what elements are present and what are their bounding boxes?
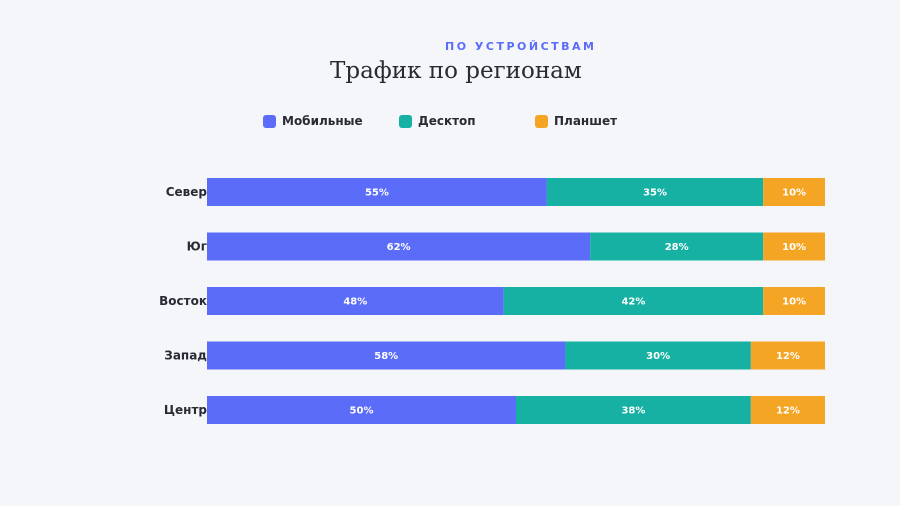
bar-value-label: 42% (621, 297, 645, 308)
legend-item-tablet[interactable]: Планшет (535, 113, 617, 129)
chart-title: Трафик по регионам (330, 58, 582, 84)
bar-value-label: 28% (665, 242, 689, 253)
bar-segment[interactable] (516, 396, 751, 424)
bar-value-label: 12% (776, 351, 800, 362)
legend-swatch-desktop (399, 114, 412, 128)
bar-segment[interactable] (546, 178, 764, 206)
bar-segment[interactable] (590, 232, 764, 261)
bar-value-label: 10% (782, 188, 806, 199)
category-label: Запад (164, 349, 207, 363)
legend-label-tablet: Планшет (554, 114, 618, 128)
bar-value-label: 62% (387, 242, 411, 253)
legend-item-mobile[interactable]: Мобильные (263, 113, 363, 129)
bar-segment[interactable] (503, 287, 764, 315)
bar-segment[interactable] (207, 232, 591, 261)
legend-label-mobile: Мобильные (282, 114, 363, 128)
bar-segment[interactable] (750, 396, 825, 424)
bar-value-label: 58% (374, 351, 398, 362)
category-label: Север (166, 185, 208, 199)
bar-segment[interactable] (207, 178, 547, 206)
legend-label-desktop: Десктоп (418, 114, 476, 128)
bar-segment[interactable] (207, 396, 516, 424)
bar-value-label: 10% (782, 297, 806, 308)
bar-value-label: 12% (776, 406, 800, 417)
bar-segment[interactable] (763, 178, 825, 206)
bar-value-label: 10% (782, 242, 806, 253)
legend-swatch-mobile (263, 114, 276, 128)
bar-value-label: 35% (643, 188, 667, 199)
category-label: Восток (159, 294, 207, 308)
bar-segment[interactable] (207, 287, 504, 315)
bar-segment[interactable] (207, 341, 566, 370)
bar-segment[interactable] (763, 287, 825, 315)
bar-segment[interactable] (565, 341, 751, 370)
category-label: Юг (187, 240, 207, 254)
category-label: Центр (164, 403, 208, 417)
bar-segment[interactable] (750, 341, 825, 370)
legend-item-desktop[interactable]: Десктоп (399, 113, 476, 129)
chart-subtitle: ПО УСТРОЙСТВАМ (445, 40, 597, 53)
bar-value-label: 30% (646, 351, 670, 362)
bar-value-label: 50% (350, 406, 374, 417)
legend-swatch-tablet (535, 114, 548, 128)
bar-value-label: 38% (621, 406, 645, 417)
bar-value-label: 55% (365, 188, 389, 199)
bar-value-label: 48% (343, 297, 367, 308)
bar-segment[interactable] (763, 232, 825, 261)
